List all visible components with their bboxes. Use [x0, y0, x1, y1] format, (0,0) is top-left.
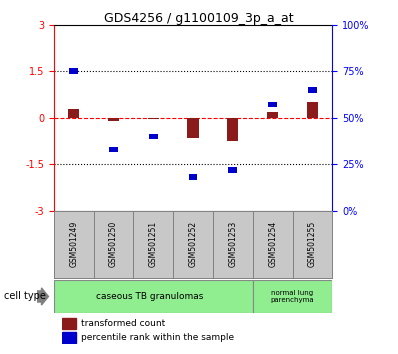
- Bar: [308, 87, 317, 93]
- Text: caseous TB granulomas: caseous TB granulomas: [96, 292, 203, 301]
- Text: GSM501254: GSM501254: [268, 221, 277, 267]
- Bar: [268, 102, 277, 108]
- Text: transformed count: transformed count: [81, 319, 165, 328]
- Bar: [267, 112, 278, 118]
- Bar: [148, 118, 159, 119]
- Text: GDS4256 / g1100109_3p_a_at: GDS4256 / g1100109_3p_a_at: [104, 12, 294, 25]
- Bar: [307, 102, 318, 118]
- Text: normal lung
parenchyma: normal lung parenchyma: [271, 290, 314, 303]
- Text: GSM501250: GSM501250: [109, 221, 118, 267]
- Text: cell type: cell type: [4, 291, 46, 302]
- Text: GSM501249: GSM501249: [69, 221, 78, 267]
- FancyArrow shape: [37, 288, 49, 305]
- Bar: [109, 147, 118, 152]
- Text: GSM501252: GSM501252: [189, 221, 197, 267]
- Bar: [228, 167, 237, 172]
- Bar: [68, 109, 79, 118]
- Bar: [187, 118, 199, 138]
- Text: GSM501255: GSM501255: [308, 221, 317, 267]
- Bar: [62, 332, 76, 343]
- Bar: [227, 118, 238, 141]
- Bar: [62, 318, 76, 329]
- Bar: [189, 175, 197, 180]
- Text: GSM501253: GSM501253: [228, 221, 237, 267]
- Text: GSM501251: GSM501251: [149, 221, 158, 267]
- Bar: [54, 280, 253, 313]
- Bar: [149, 133, 158, 139]
- Text: percentile rank within the sample: percentile rank within the sample: [81, 333, 234, 342]
- Bar: [69, 68, 78, 74]
- Bar: [108, 118, 119, 121]
- Bar: [253, 280, 332, 313]
